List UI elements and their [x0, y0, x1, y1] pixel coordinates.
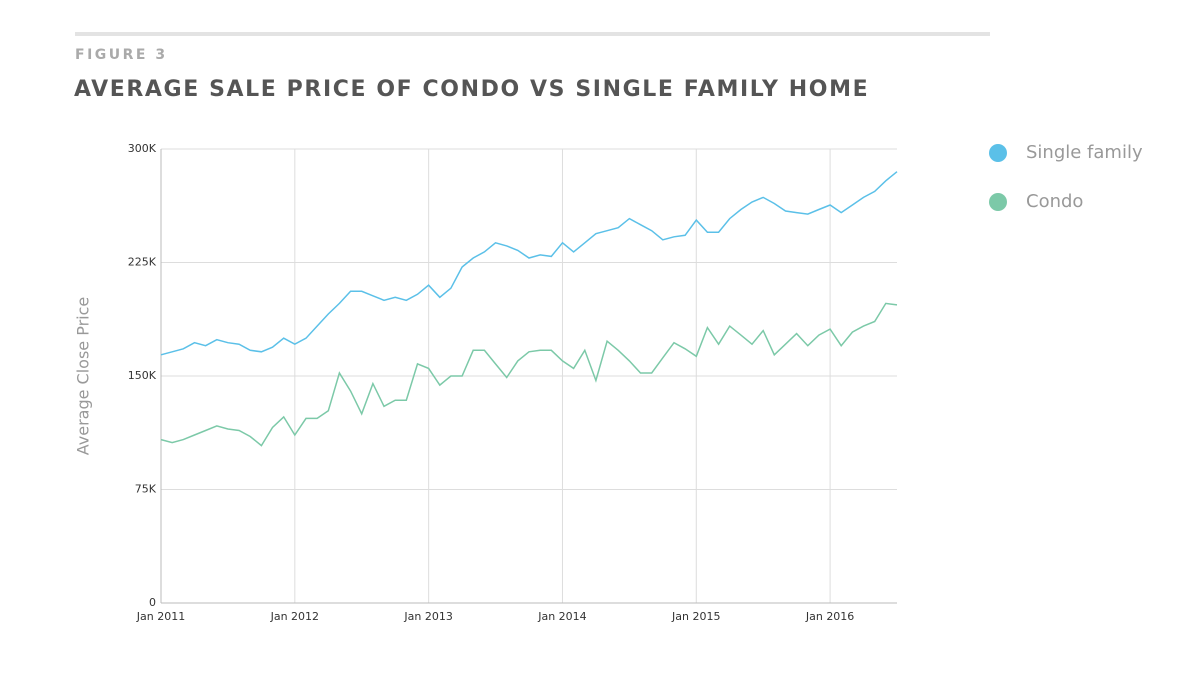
y-tick-label: 300K [128, 142, 157, 155]
y-axis-label: Average Close Price [74, 297, 93, 456]
x-tick-label: Jan 2012 [270, 610, 319, 623]
legend-swatch [989, 144, 1007, 162]
y-tick-label: 150K [128, 369, 157, 382]
legend-label: Single family [1026, 142, 1143, 163]
y-tick-label: 225K [128, 256, 157, 269]
y-tick-label: 0 [149, 596, 156, 609]
series-line [160, 171, 898, 356]
figure-label: FIGURE 3 [75, 47, 168, 63]
x-tick-label: Jan 2011 [136, 610, 185, 623]
x-tick-label: Jan 2016 [805, 610, 854, 623]
chart-title: AVERAGE SALE PRICE OF CONDO VS SINGLE FA… [74, 77, 869, 102]
series-line [160, 302, 898, 447]
y-tick-label: 75K [135, 483, 157, 496]
x-tick-label: Jan 2014 [537, 610, 586, 623]
legend-swatch [989, 193, 1007, 211]
x-tick-label: Jan 2015 [671, 610, 720, 623]
x-tick-label: Jan 2013 [403, 610, 452, 623]
legend-label: Condo [1026, 191, 1083, 212]
